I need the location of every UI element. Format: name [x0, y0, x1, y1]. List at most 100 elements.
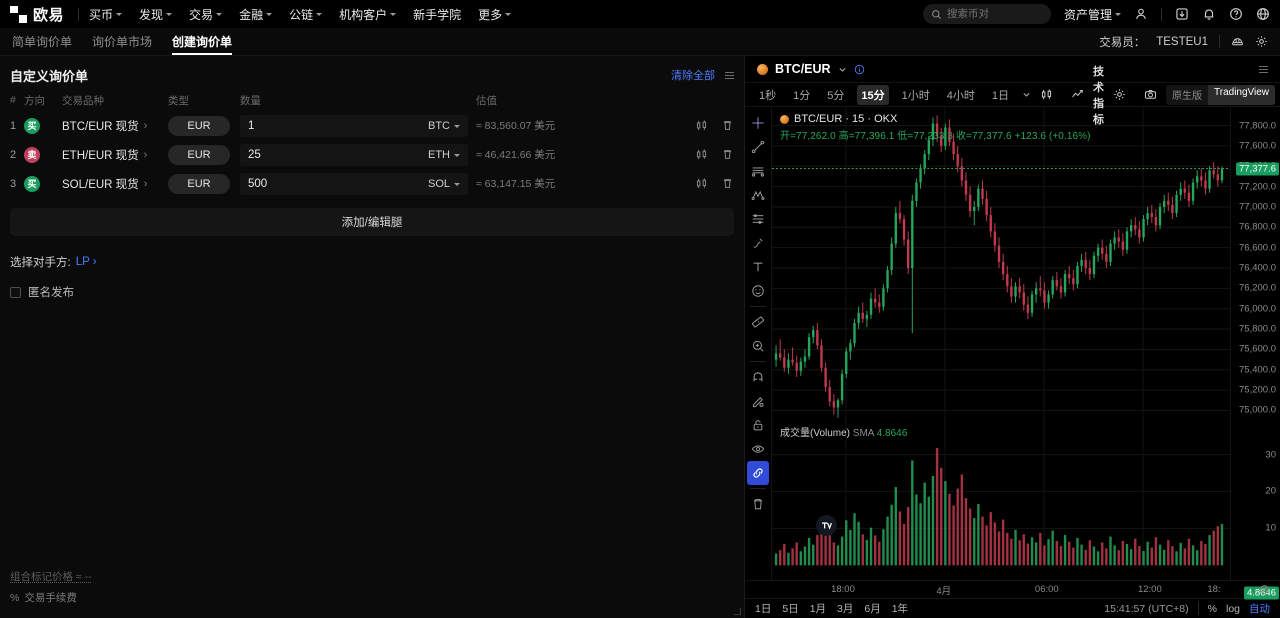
range-1d[interactable]: 1日: [755, 603, 772, 615]
percent-scale-toggle[interactable]: %: [1207, 602, 1217, 615]
quantity-unit-selector[interactable]: SOL: [428, 178, 460, 190]
timeframe-more-chevron-down-icon[interactable]: [1022, 90, 1031, 99]
chart-engine-tradingview[interactable]: TradingView: [1208, 84, 1276, 105]
brush-tool-icon[interactable]: [747, 231, 769, 255]
range-3mo[interactable]: 3月: [837, 603, 854, 615]
zoom-in-icon[interactable]: [747, 334, 769, 358]
timeframe-1h[interactable]: 1小时: [901, 89, 930, 102]
tab-rfq-market[interactable]: 询价单市场: [92, 28, 152, 55]
bell-icon[interactable]: [1202, 7, 1216, 21]
anonymous-checkbox[interactable]: [10, 286, 21, 298]
row-type-pill[interactable]: EUR: [168, 173, 230, 194]
row-type-pill[interactable]: EUR: [168, 144, 230, 165]
chart-settings-gear-icon[interactable]: [1113, 88, 1126, 101]
delete-icon[interactable]: [721, 177, 734, 190]
range-6mo[interactable]: 6月: [864, 603, 881, 615]
timeframe-1s[interactable]: 1秒: [759, 89, 777, 102]
chart-menu-icon[interactable]: [1259, 65, 1268, 73]
nav-item-chain[interactable]: 公链: [289, 6, 323, 23]
add-edit-leg-button[interactable]: 添加/编辑腿: [10, 208, 734, 236]
quantity-field[interactable]: ETH: [240, 143, 468, 166]
camera-snapshot-icon[interactable]: [1144, 88, 1157, 101]
nav-item-institutional[interactable]: 机构客户: [339, 6, 397, 23]
gear-icon[interactable]: [1255, 35, 1268, 48]
trendline-tool-icon[interactable]: [747, 135, 769, 159]
anonymous-publish-toggle[interactable]: 匿名发布: [0, 270, 744, 300]
range-5d[interactable]: 5日: [782, 603, 799, 615]
search-input[interactable]: [946, 8, 1043, 20]
helmet-icon[interactable]: [1231, 35, 1244, 48]
delete-icon[interactable]: [721, 119, 734, 132]
nav-item-trade[interactable]: 交易: [189, 6, 223, 23]
timeframe-15m[interactable]: 15分: [857, 84, 889, 105]
row-side[interactable]: 买: [24, 175, 62, 192]
quantity-field[interactable]: BTC: [240, 114, 468, 137]
nav-item-academy[interactable]: 新手学院: [413, 6, 461, 23]
row-symbol-selector[interactable]: BTC/EUR 现货 ›: [62, 118, 168, 134]
row-type-pill[interactable]: EUR: [168, 115, 230, 136]
help-icon[interactable]: [1229, 7, 1243, 21]
crosshair-tool-icon[interactable]: [747, 111, 769, 135]
text-tool-icon[interactable]: [747, 255, 769, 279]
fibonacci-tool-icon[interactable]: [747, 207, 769, 231]
nav-item-discover[interactable]: 发现: [139, 6, 173, 23]
auto-scale-toggle[interactable]: 自动: [1249, 603, 1270, 615]
chart-type-candlestick-icon[interactable]: [1040, 88, 1053, 101]
quantity-input[interactable]: [248, 177, 428, 190]
user-icon[interactable]: [1134, 7, 1148, 21]
remove-drawings-trash-icon[interactable]: [747, 492, 769, 516]
quantity-input[interactable]: [248, 148, 428, 161]
quantity-field[interactable]: SOL: [240, 172, 468, 195]
tab-create-rfq[interactable]: 创建询价单: [172, 28, 233, 55]
globe-icon[interactable]: [1256, 7, 1270, 21]
emoji-tool-icon[interactable]: [747, 279, 769, 303]
timeframe-1d[interactable]: 1日: [991, 89, 1009, 102]
lock-icon[interactable]: [747, 413, 769, 437]
time-axis[interactable]: 18:00 4月 06:00 12:00 18:: [745, 580, 1280, 598]
timeframe-1m[interactable]: 1分: [793, 89, 811, 102]
quantity-unit-selector[interactable]: BTC: [428, 120, 460, 132]
indicator-icon[interactable]: [1071, 88, 1084, 101]
info-icon[interactable]: [854, 64, 865, 75]
nav-item-buy-crypto[interactable]: 买币: [89, 6, 123, 23]
tradingview-logo-icon[interactable]: [816, 515, 837, 536]
price-axis[interactable]: 77,800.077,600.077,400.077,200.077,000.0…: [1230, 107, 1280, 600]
range-1y[interactable]: 1年: [891, 603, 909, 615]
indicators-button[interactable]: 技术指标: [1093, 65, 1104, 126]
sync-drawings-link-icon[interactable]: [747, 461, 769, 485]
download-icon[interactable]: [1175, 7, 1189, 21]
market-search[interactable]: [922, 4, 1051, 24]
clear-all-button[interactable]: 清除全部: [671, 70, 715, 82]
candlestick-icon[interactable]: [695, 119, 708, 132]
nav-item-more[interactable]: 更多: [478, 6, 512, 23]
pitchfork-tool-icon[interactable]: [747, 183, 769, 207]
chart-engine-native[interactable]: 原生版: [1172, 91, 1202, 102]
okx-logo[interactable]: 欧易: [10, 4, 64, 25]
range-1mo[interactable]: 1月: [809, 603, 827, 615]
tab-simple-rfq[interactable]: 简单询价单: [12, 28, 72, 55]
drawing-mode-pen-icon[interactable]: [747, 389, 769, 413]
candlestick-icon[interactable]: [695, 148, 708, 161]
panel-menu-icon[interactable]: [725, 71, 734, 79]
row-side[interactable]: 卖: [24, 146, 62, 163]
resize-handle[interactable]: [734, 608, 741, 615]
chevron-down-icon[interactable]: [838, 65, 847, 74]
row-symbol-selector[interactable]: ETH/EUR 现货 ›: [62, 147, 168, 163]
time-axis-reset-icon[interactable]: [1259, 584, 1270, 595]
chart-plot-area[interactable]: BTC/EUR · 15 · OKX 开=77,262.0 高=77,396.1…: [772, 107, 1230, 580]
quantity-unit-selector[interactable]: ETH: [428, 149, 460, 161]
hide-drawings-eye-icon[interactable]: [747, 437, 769, 461]
delete-icon[interactable]: [721, 148, 734, 161]
log-scale-toggle[interactable]: log: [1225, 602, 1240, 615]
magnet-icon[interactable]: [747, 365, 769, 389]
assets-menu[interactable]: 资产管理: [1064, 6, 1121, 23]
measure-ruler-icon[interactable]: [747, 310, 769, 334]
timeframe-4h[interactable]: 4小时: [946, 89, 975, 102]
quantity-input[interactable]: [248, 119, 428, 132]
horizontal-lines-tool-icon[interactable]: [747, 159, 769, 183]
row-side[interactable]: 买: [24, 117, 62, 134]
nav-item-finance[interactable]: 金融: [239, 6, 273, 23]
counterparty-selector[interactable]: LP ›: [76, 256, 97, 268]
timeframe-5m[interactable]: 5分: [827, 89, 845, 102]
row-symbol-selector[interactable]: SOL/EUR 现货 ›: [62, 176, 168, 192]
